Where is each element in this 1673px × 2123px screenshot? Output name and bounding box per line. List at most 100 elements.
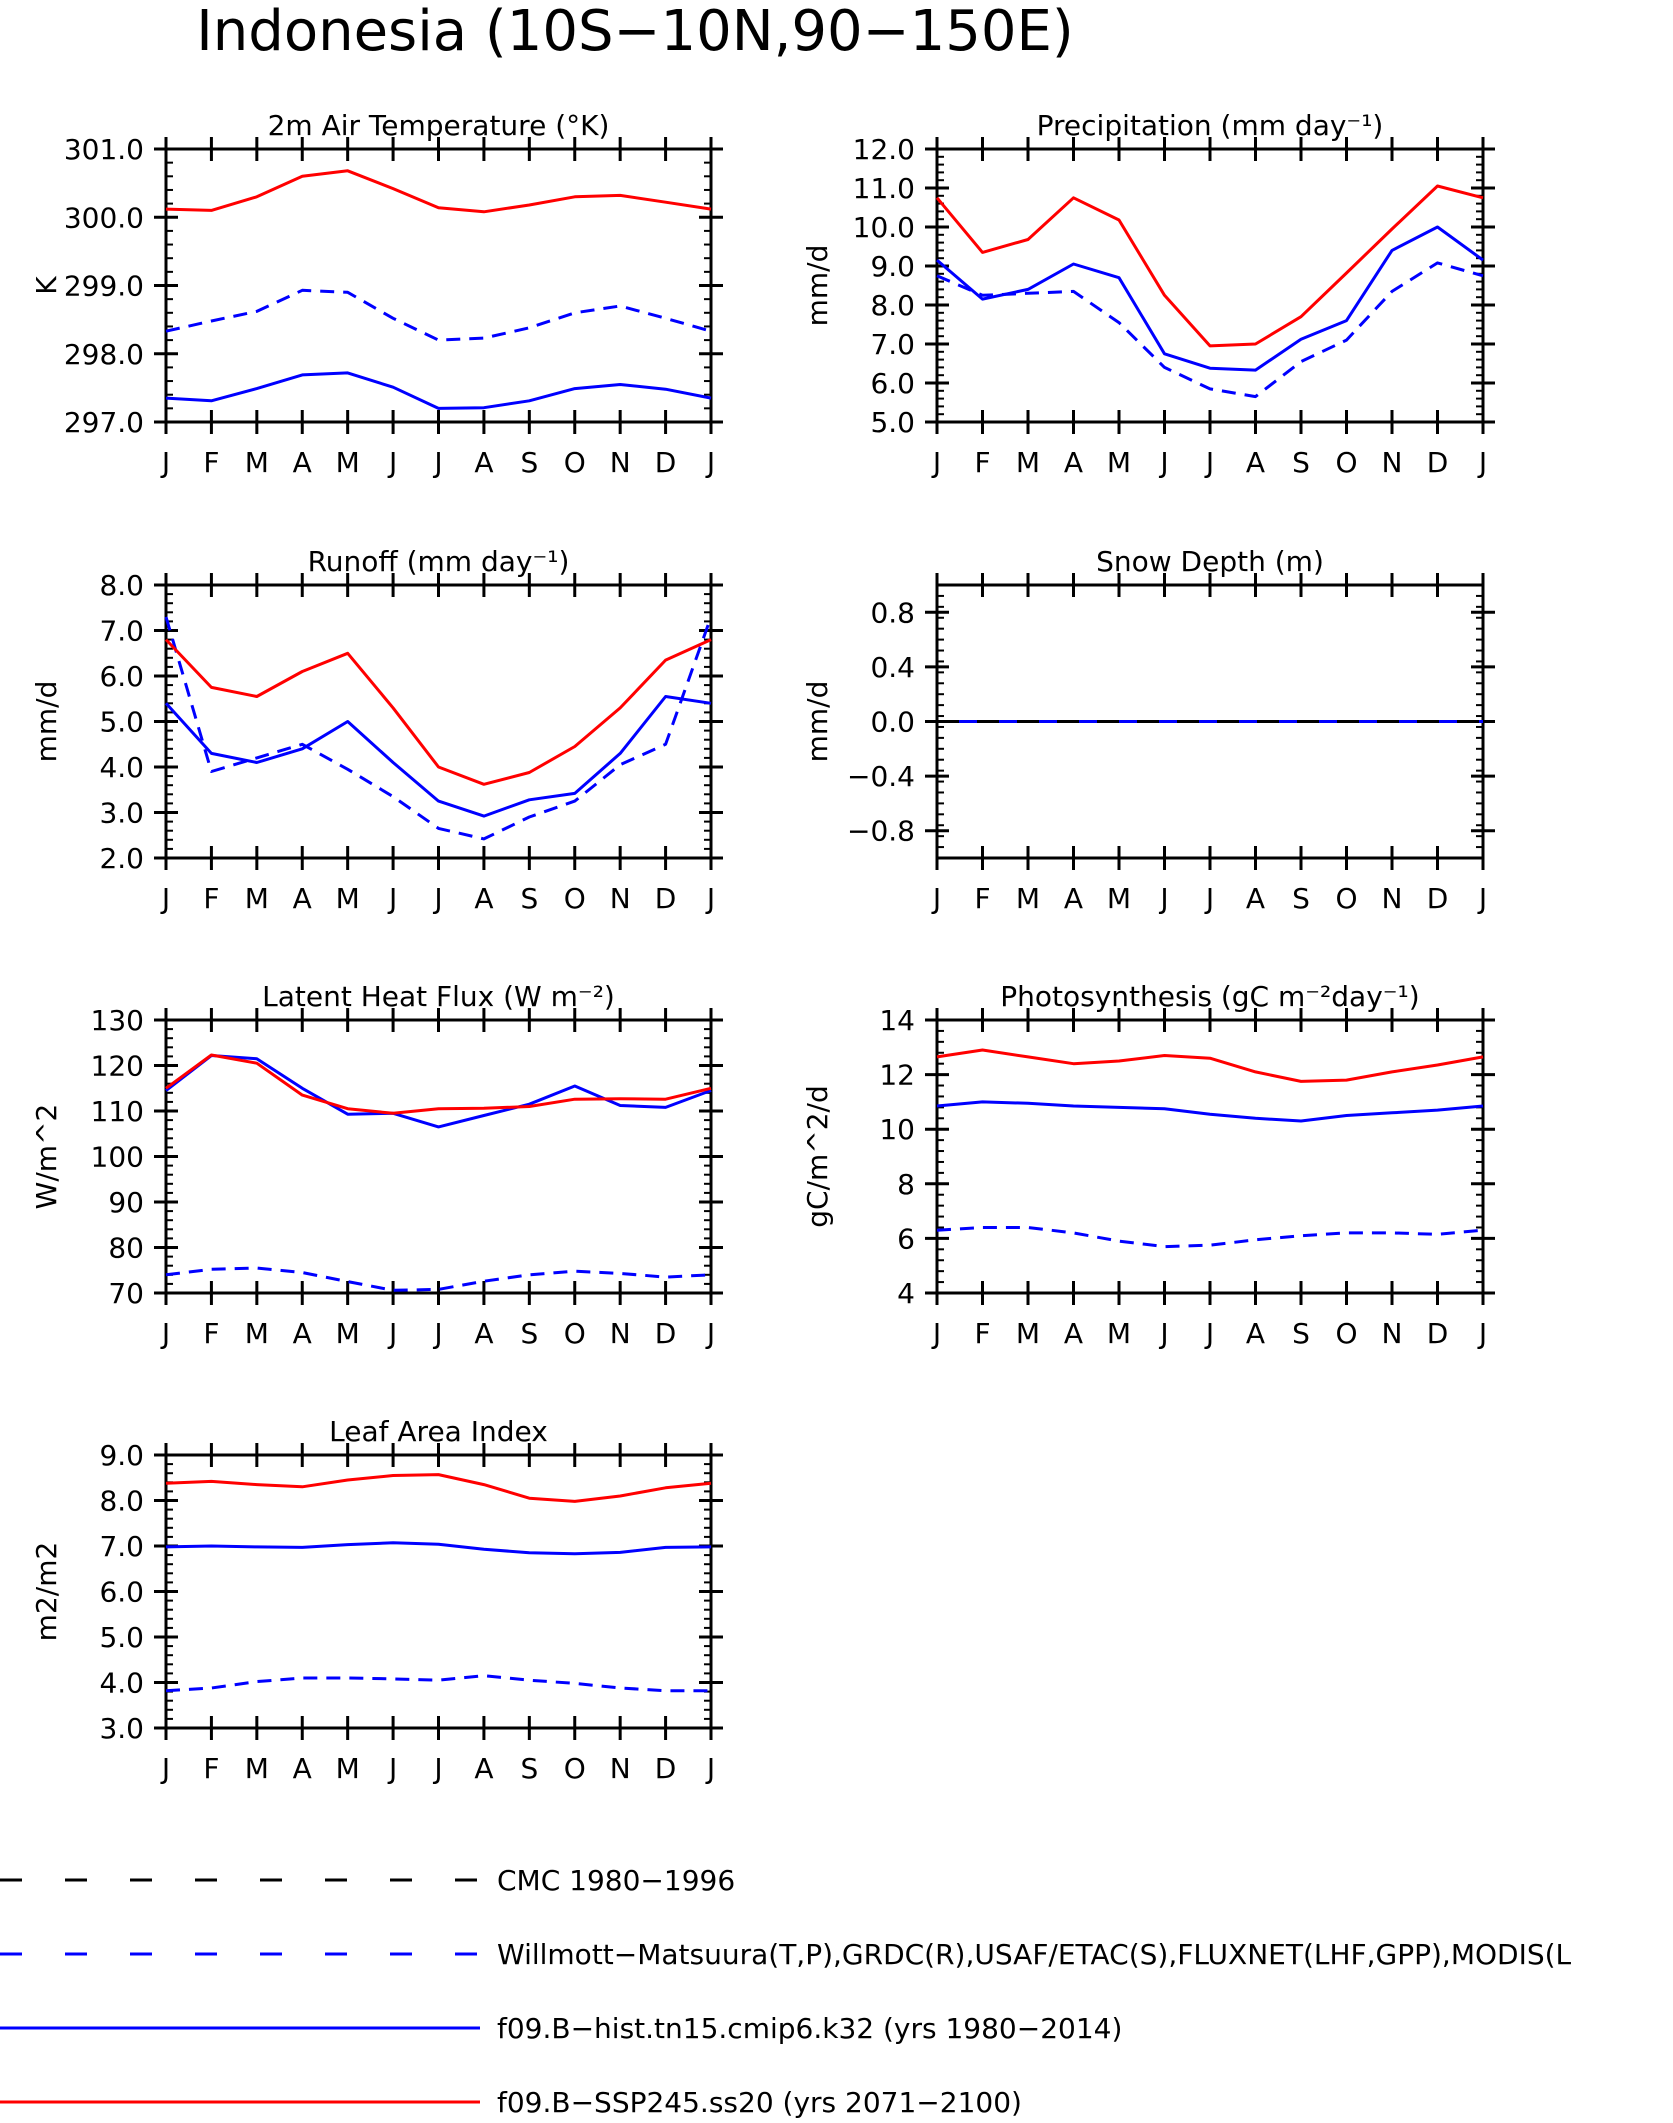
series-line (935, 184, 1484, 348)
plot-frame (164, 147, 713, 424)
x-tick-label: M (1107, 446, 1131, 479)
x-tick-label: J (1204, 882, 1214, 915)
x-tick-label: F (203, 882, 219, 915)
y-tick-label: 5.0 (99, 706, 144, 739)
x-tick-label: D (655, 446, 677, 479)
x-tick-label: M (245, 882, 269, 915)
series-line (936, 261, 1484, 399)
x-tick-label: J (387, 882, 397, 915)
x-tick-label: J (160, 446, 170, 479)
x-tick-label: M (1107, 882, 1131, 915)
y-axis-label: mm/d (30, 681, 63, 763)
series-line (165, 1674, 711, 1693)
y-tick-label: 5.0 (99, 1621, 144, 1654)
x-tick-label: N (610, 1752, 631, 1785)
x-tick-label: S (520, 882, 538, 915)
x-tick-label: J (432, 446, 442, 479)
x-tick-label: M (245, 446, 269, 479)
x-tick-label: J (387, 1317, 397, 1350)
y-tick-label: −0.8 (847, 815, 915, 848)
y-tick-label: 10.0 (853, 211, 915, 244)
plot-frame (164, 583, 713, 860)
x-tick-label: A (474, 882, 493, 915)
x-tick-label: A (1064, 882, 1083, 915)
y-tick-label: 8.0 (870, 289, 915, 322)
x-tick-label: A (293, 1317, 312, 1350)
chart-panel: 2m Air Temperature (°K) K 297.0 298.0 299.0 3… (30, 109, 723, 479)
x-tick-label: F (974, 1317, 990, 1350)
x-tick-label: J (160, 1752, 170, 1785)
x-tick-label: A (474, 446, 493, 479)
chart-panel: Snow Depth (m)mm/d−0.8−0.40.00.40.8J F M A M… (801, 545, 1495, 915)
y-tick-label: 9.0 (870, 250, 915, 283)
legend-label: Willmott−Matsuura(T,P),GRDC(R),USAF/ETAC… (497, 1938, 1572, 1971)
y-tick-label: 301.0 (64, 133, 144, 166)
x-tick-label: S (1292, 1317, 1310, 1350)
x-tick-label: D (1427, 1317, 1449, 1350)
x-tick-label: N (1382, 446, 1403, 479)
x-tick-label: J (1204, 446, 1214, 479)
y-tick-label: −0.4 (847, 760, 915, 793)
x-tick-label: J (705, 882, 715, 915)
x-tick-label: A (293, 446, 312, 479)
y-tick-label: 11.0 (853, 172, 915, 205)
x-tick-label: J (1204, 1317, 1214, 1350)
y-tick-label: 3.0 (99, 1712, 144, 1745)
chart-panels: 2m Air Temperature (°K) K 297.0 298.0 299.0 3… (30, 109, 1495, 1785)
y-tick-label: 120 (91, 1050, 144, 1083)
x-tick-label: J (705, 1317, 715, 1350)
y-tick-label: 4.0 (99, 751, 144, 784)
series-line (164, 695, 712, 818)
x-tick-label: M (245, 1752, 269, 1785)
x-tick-label: A (1064, 1317, 1083, 1350)
x-tick-label: S (520, 1317, 538, 1350)
x-tick-label: J (1158, 882, 1168, 915)
chart-panel: Runoff (mm day⁻¹) mm/d 2.0 3.0 4.0 5.0 6.0 7.0 8… (30, 545, 723, 915)
y-axis-label: mm/d (801, 245, 834, 327)
x-tick-label: N (1382, 1317, 1403, 1350)
x-tick-label: A (474, 1317, 493, 1350)
chart-title: Leaf Area Index (329, 1415, 548, 1448)
x-tick-label: M (336, 1752, 360, 1785)
chart-panel: Leaf Area Index m2/m2 3.0 4.0 5.0 6.0 7.0 8.0 9.… (30, 1415, 723, 1785)
x-tick-label: M (1107, 1317, 1131, 1350)
y-tick-label: 5.0 (870, 406, 915, 439)
x-tick-label: J (1158, 446, 1168, 479)
y-tick-label: 4.0 (99, 1667, 144, 1700)
y-tick-label: 6.0 (870, 367, 915, 400)
legend-label: f09.B−SSP245.ss20 (yrs 2071−2100) (497, 2086, 1022, 2119)
x-tick-label: J (432, 1317, 442, 1350)
x-tick-label: J (705, 446, 715, 479)
y-tick-label: 7.0 (99, 1530, 144, 1563)
x-tick-label: J (1477, 882, 1487, 915)
series-line (936, 1226, 1484, 1249)
series-line (165, 1054, 712, 1129)
chart-panel: Latent Heat Flux (W m⁻²) W/m^2 70 80 90 100 11… (30, 980, 723, 1350)
legend-label: f09.B−hist.tn15.cmip6.k32 (yrs 1980−2014… (497, 2012, 1122, 2045)
x-tick-label: M (336, 882, 360, 915)
chart-title: Photosynthesis (gC m⁻²day⁻¹) (1000, 980, 1419, 1013)
x-tick-label: J (931, 446, 941, 479)
y-tick-label: 8.0 (99, 569, 144, 602)
x-tick-label: J (705, 1752, 715, 1785)
y-tick-label: 299.0 (64, 270, 144, 303)
series-line (165, 169, 712, 214)
x-tick-label: M (245, 1317, 269, 1350)
y-tick-label: 14 (879, 1004, 915, 1037)
x-tick-label: J (160, 1317, 170, 1350)
y-axis-label: mm/d (801, 681, 834, 763)
x-tick-label: J (931, 882, 941, 915)
x-tick-label: O (564, 446, 586, 479)
x-tick-label: D (655, 882, 677, 915)
series-line (165, 288, 712, 342)
x-tick-label: O (1335, 882, 1357, 915)
chart-title: Snow Depth (m) (1096, 545, 1324, 578)
x-tick-label: S (520, 446, 538, 479)
x-tick-label: S (520, 1752, 538, 1785)
y-tick-label: 12.0 (853, 133, 915, 166)
x-tick-label: S (1292, 446, 1310, 479)
y-tick-label: 110 (91, 1095, 144, 1128)
x-tick-label: A (1246, 1317, 1265, 1350)
series-line (165, 1053, 712, 1115)
y-axis-label: W/m^2 (30, 1104, 63, 1210)
